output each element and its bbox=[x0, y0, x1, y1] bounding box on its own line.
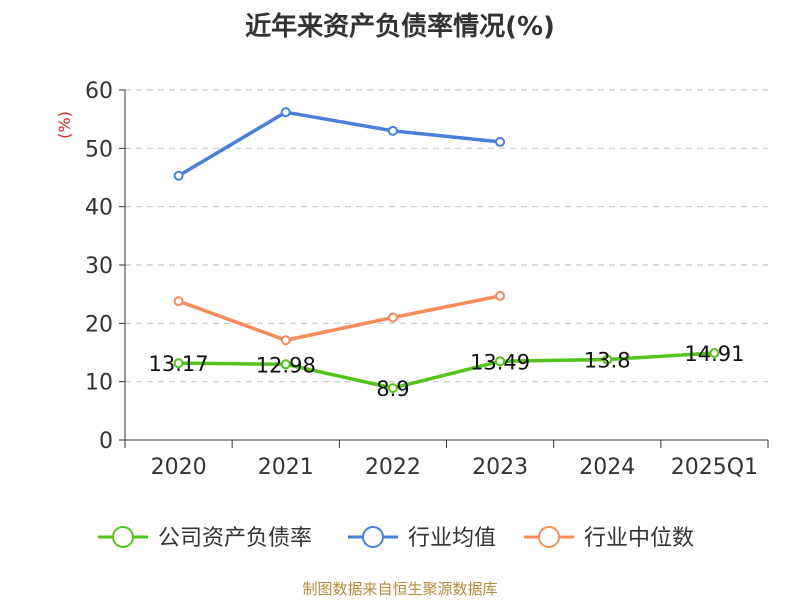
axes: 0 10 20 30 40 50 60 (%) 2020 2021 2022 2023 2024 2025… bbox=[55, 79, 769, 480]
data-point bbox=[495, 356, 506, 367]
series-line bbox=[176, 294, 502, 342]
data-label: 13.49 bbox=[470, 350, 530, 374]
y-tick-label: 10 bbox=[85, 371, 113, 396]
data-point bbox=[173, 296, 184, 307]
y-tick-label: 60 bbox=[85, 79, 113, 104]
data-labels: 13.17 12.98 8.9 13.49 13.8 14.91 bbox=[149, 342, 745, 401]
legend-swatch-marker bbox=[112, 526, 134, 548]
y-tick-label: 20 bbox=[85, 312, 113, 337]
data-label: 13.8 bbox=[584, 349, 631, 373]
legend-label: 行业中位数 bbox=[584, 526, 694, 551]
data-point bbox=[495, 136, 506, 147]
data-point bbox=[280, 335, 291, 346]
series-line bbox=[176, 110, 502, 178]
x-tick-label: 2025Q1 bbox=[671, 455, 758, 480]
legend-swatch-marker bbox=[362, 526, 384, 548]
x-tick-label: 2021 bbox=[258, 455, 314, 480]
legend: 公司资产负债率 行业均值 行业中位数 bbox=[98, 526, 694, 551]
y-axis-label: (%) bbox=[55, 111, 74, 139]
x-tick-label: 2023 bbox=[472, 455, 528, 480]
data-point bbox=[495, 290, 506, 301]
series-lines bbox=[173, 107, 720, 394]
y-tick-label: 0 bbox=[99, 429, 113, 454]
y-tick-label: 30 bbox=[85, 254, 113, 279]
data-point bbox=[173, 358, 184, 369]
legend-label: 公司资产负债率 bbox=[158, 526, 312, 551]
series-line bbox=[176, 351, 717, 390]
data-label: 8.9 bbox=[376, 377, 409, 401]
x-tick-label: 2020 bbox=[151, 455, 207, 480]
grid-lines bbox=[125, 89, 768, 383]
y-tick-label: 50 bbox=[85, 137, 113, 162]
data-point bbox=[280, 107, 291, 118]
legend-label: 行业均值 bbox=[408, 526, 496, 551]
data-point bbox=[387, 125, 398, 136]
legend-swatch-marker bbox=[538, 526, 560, 548]
data-point bbox=[602, 354, 613, 365]
y-tick-label: 40 bbox=[85, 196, 113, 221]
data-label: 12.98 bbox=[256, 353, 316, 377]
x-tick-label: 2024 bbox=[579, 455, 635, 480]
data-point bbox=[173, 170, 184, 181]
source-note: 制图数据来自恒生聚源数据库 bbox=[302, 580, 498, 598]
data-point bbox=[280, 359, 291, 370]
data-point bbox=[387, 312, 398, 323]
chart-title: 近年来资产负债率情况(%) bbox=[245, 12, 555, 42]
data-point bbox=[387, 383, 398, 394]
data-label: 14.91 bbox=[684, 342, 744, 366]
data-point bbox=[709, 348, 720, 359]
x-tick-label: 2022 bbox=[365, 455, 421, 480]
data-label: 13.17 bbox=[149, 352, 209, 376]
